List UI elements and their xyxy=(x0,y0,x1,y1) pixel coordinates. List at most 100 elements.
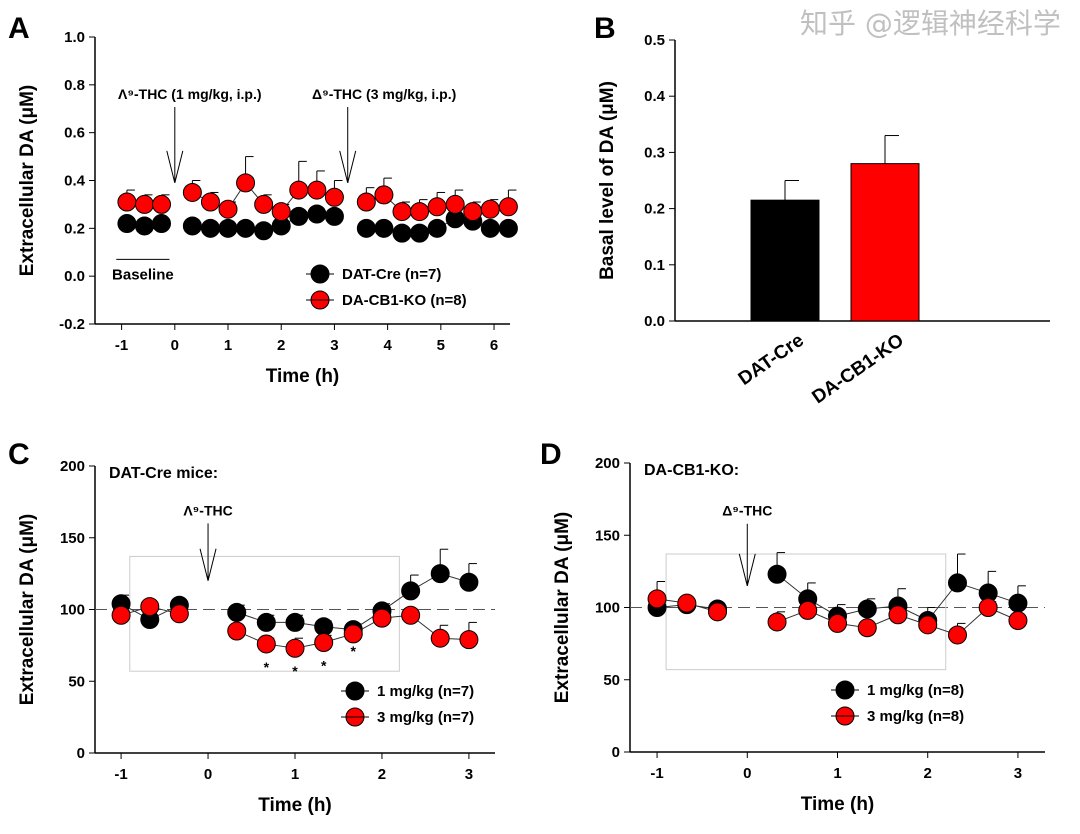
panel-c-series-black-point xyxy=(227,602,247,622)
panel-a-y-tick-label: 0.6 xyxy=(64,125,85,142)
panel-c-series-red-point xyxy=(343,624,363,644)
panel-b-bar-dat-cre xyxy=(750,199,820,322)
panel-a-series-black-point xyxy=(254,221,274,241)
panel-a-y-tick-label: 0.4 xyxy=(64,173,86,190)
panel-d-x-label: Time (h) xyxy=(801,794,875,815)
panel-c-y-tick-label: 50 xyxy=(68,673,85,690)
panel-c-significance-star: * xyxy=(351,643,357,659)
panel-c-significance-star: * xyxy=(292,663,298,679)
panel-a-series-black-point xyxy=(498,218,518,238)
panel-d-series-red-point xyxy=(798,600,818,620)
panel-a-series-red-point xyxy=(356,192,376,212)
panel-d-y-label: Extracellular DA (μM) xyxy=(552,512,573,703)
panel-a-series-red-point xyxy=(445,194,465,214)
panel-a-series-red-point xyxy=(271,202,291,222)
panel-c-series-red-point xyxy=(227,621,247,641)
panel-c-series-red-point xyxy=(285,638,305,658)
panel-a-series-black-point xyxy=(392,223,412,243)
panel-b-y-label: Basal level of DA (μM) xyxy=(597,81,618,280)
panel-c-x-label: Time (h) xyxy=(258,795,332,816)
panel-a-x-tick-label: 3 xyxy=(330,337,338,354)
panel-a-series-red-point xyxy=(117,192,137,212)
panel-a-series-black-point xyxy=(289,206,309,226)
panel-label-b: B xyxy=(594,12,616,45)
panel-c-y-tick-label: 100 xyxy=(60,602,85,619)
panel-c-series-black-point xyxy=(401,581,421,601)
panel-a-series-red-point xyxy=(289,180,309,200)
panel-a-series-black-point xyxy=(427,218,447,238)
panel-d-series-black-point xyxy=(947,573,967,593)
panel-c-x-tick-label: 2 xyxy=(378,766,386,783)
panel-d-series-black-point xyxy=(1008,593,1028,613)
panel-a-series-red-point xyxy=(254,194,274,214)
panel-c-x-tick-label: 3 xyxy=(465,766,473,783)
panel-d-highlight-box xyxy=(665,553,947,671)
panel-a-series-red-point xyxy=(498,197,518,217)
panel-c-series-red-point xyxy=(140,597,160,617)
panel-d-series-red-point xyxy=(947,625,967,645)
panel-d-series-red-point xyxy=(857,618,877,638)
panel-d-series-red-point xyxy=(647,589,667,609)
panel-c-series-red-point xyxy=(430,628,450,648)
panel-b-x-tick-label: DA-CB1-KO xyxy=(808,330,907,408)
panel-d-x-tick-label: 0 xyxy=(743,765,751,782)
panel-a-series-black-point xyxy=(324,206,344,226)
panel-c-x-tick-label: 0 xyxy=(204,766,212,783)
panel-a-series-black-point xyxy=(152,214,172,234)
panel-a-x-tick-label: 0 xyxy=(171,337,179,354)
panel-a-series-red-point xyxy=(182,182,202,202)
panel-a-x-tick-label: 1 xyxy=(224,337,232,354)
panel-label-c: C xyxy=(8,438,30,471)
panel-a-series-black-point xyxy=(134,216,154,236)
panel-d-annotation-label: Δ⁹-THC xyxy=(722,503,772,519)
panel-d-series-red-point xyxy=(828,613,847,633)
panel-d-arrow-icon xyxy=(738,523,756,586)
panel-b-y-tick-label: 0.0 xyxy=(644,313,665,330)
panel-label-d: D xyxy=(540,438,562,471)
panel-c-arrow-icon xyxy=(199,523,217,581)
panel-c-series-red-point xyxy=(256,634,276,654)
panel-a-series-red-point xyxy=(410,202,430,222)
panel-d-series-black-point xyxy=(767,564,787,584)
panel-d-y-tick-label: 0 xyxy=(612,744,620,761)
panel-c-x-tick-label: -1 xyxy=(114,766,127,783)
panel-c-annotation-label: Λ⁹-THC xyxy=(183,502,232,518)
panel-c-y-tick-label: 200 xyxy=(60,458,85,475)
panel-b-y-tick-label: 0.1 xyxy=(644,257,665,274)
panel-a-x-tick-label: 2 xyxy=(277,337,285,354)
panel-d-x-tick-label: 2 xyxy=(924,765,932,782)
panel-c-series-black-point xyxy=(256,612,276,632)
panel-d-x-tick-label: 1 xyxy=(833,765,841,782)
panel-d-series-red-legend-label: 3 mg/kg (n=8) xyxy=(867,708,964,725)
panel-a-baseline-label: Baseline xyxy=(112,266,174,283)
panel-a-arrow-icon xyxy=(166,107,184,184)
panel-b-y-tick-label: 0.4 xyxy=(644,88,666,105)
panel-b-bar-da-cb1-ko xyxy=(850,163,920,322)
panel-a-annotation-label: Λ⁹-THC (1 mg/kg, i.p.) xyxy=(118,86,262,102)
panel-a-series-black-point xyxy=(307,204,327,224)
panel-a-x-tick-label: 6 xyxy=(490,337,498,354)
panel-a-series-black-point xyxy=(182,216,202,236)
panel-a-series-black-legend-label: DAT-Cre (n=7) xyxy=(342,266,441,283)
panel-a-x-tick-label: 4 xyxy=(383,337,392,354)
panel-d-y-tick-label: 100 xyxy=(595,600,620,617)
panel-c-series-red-point xyxy=(401,605,421,625)
panel-a-y-tick-label: -0.2 xyxy=(59,316,85,333)
panel-c-series-black-point xyxy=(430,564,450,584)
panel-a-y-tick-label: 0.0 xyxy=(64,268,85,285)
panel-a-series-black-point xyxy=(374,218,394,238)
panel-c-series-red-legend-label: 3 mg/kg (n=7) xyxy=(377,709,474,726)
panel-a-series-red-point xyxy=(427,197,447,217)
panel-a-series-red-legend-label: DA-CB1-KO (n=8) xyxy=(342,292,467,309)
panel-d-series-red-point xyxy=(888,605,908,625)
panel-a-series-red-point xyxy=(480,199,500,219)
panel-d-y-tick-label: 150 xyxy=(595,527,620,544)
panel-c-y-tick-label: 150 xyxy=(60,530,85,547)
panel-c-series-black-legend-label: 1 mg/kg (n=7) xyxy=(377,683,474,700)
panel-c-significance-star: * xyxy=(264,659,270,675)
panel-d-y-tick-label: 200 xyxy=(595,455,620,472)
panel-b-y-tick-label: 0.5 xyxy=(644,32,665,49)
panel-d-x-tick-label: -1 xyxy=(650,765,663,782)
panel-a-series-red-point xyxy=(134,194,154,214)
panel-c-significance-star: * xyxy=(321,658,327,674)
